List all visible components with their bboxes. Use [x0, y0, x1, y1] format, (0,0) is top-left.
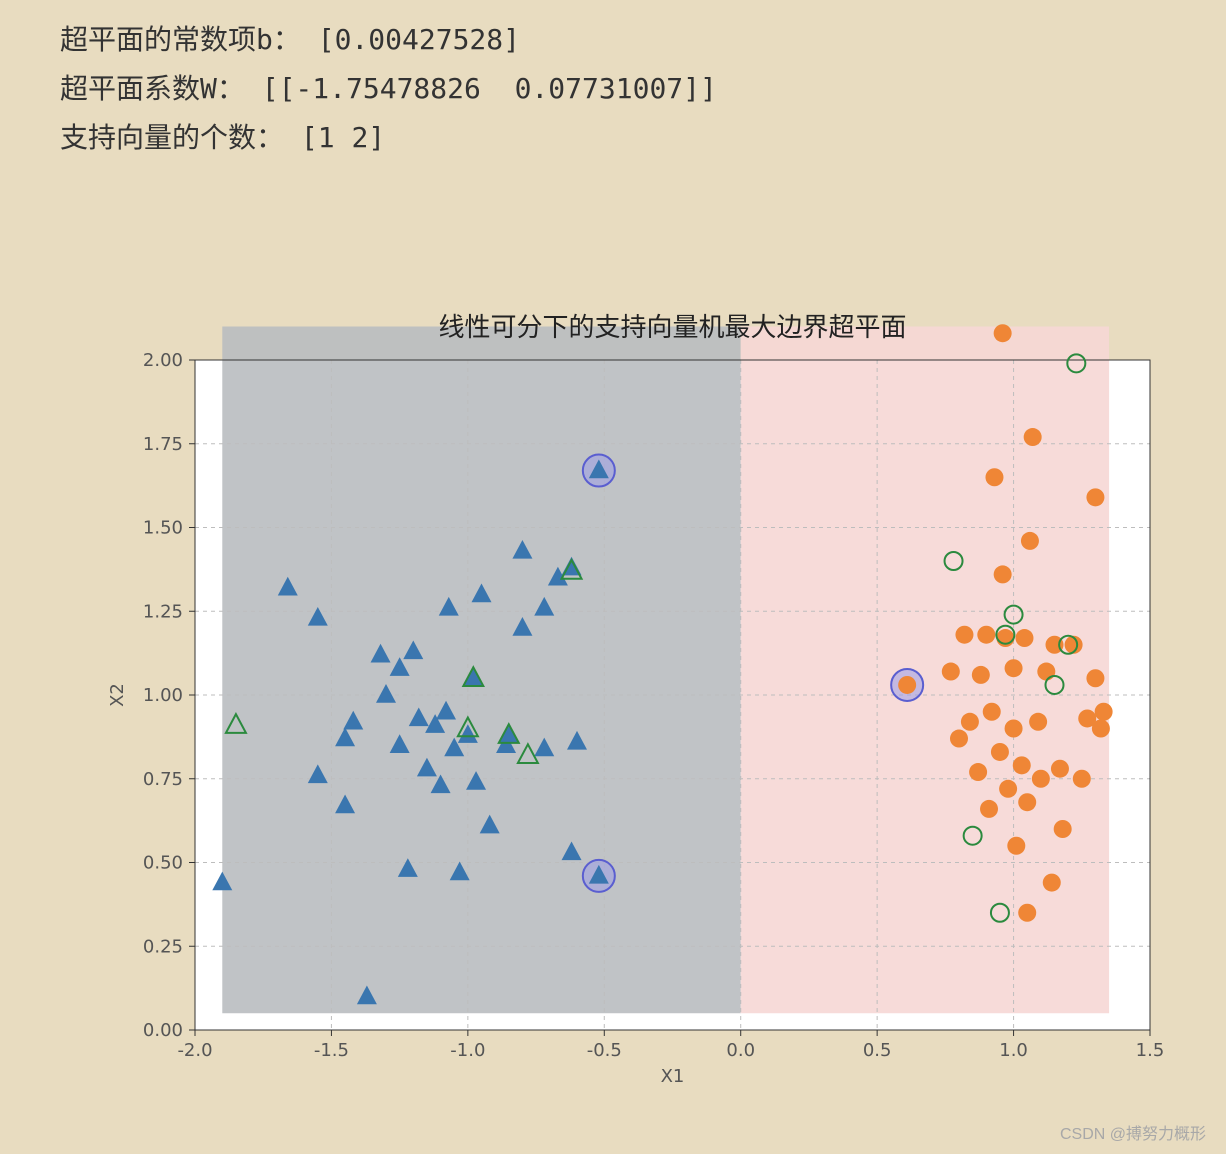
svg-text:-1.5: -1.5 [314, 1040, 349, 1061]
svg-text:0.5: 0.5 [863, 1040, 892, 1061]
svg-text:1.5: 1.5 [1136, 1040, 1165, 1061]
svg-text:1.25: 1.25 [143, 601, 183, 622]
svg-text:0.00: 0.00 [143, 1020, 183, 1041]
svg-text:0.25: 0.25 [143, 936, 183, 957]
svg-text:X2: X2 [107, 683, 128, 707]
svm-chart: -2.0 -1.5 -1.0 -0.5 0.0 0.5 1.0 1.5 0.00 0.25 0.50… [55, 280, 1185, 1110]
sv-value: [1 2] [284, 121, 385, 154]
b-value: [0.00427528] [301, 23, 520, 56]
w-label: 超平面系数W： [60, 72, 245, 105]
svg-text:-1.0: -1.0 [450, 1040, 485, 1061]
w-value: [[-1.75478826 0.07731007]] [245, 72, 717, 105]
svg-text:1.00: 1.00 [143, 685, 183, 706]
b-label: 超平面的常数项b： [60, 23, 301, 56]
svg-text:-0.5: -0.5 [587, 1040, 622, 1061]
sv-label: 支持向量的个数： [60, 121, 284, 154]
watermark: CSDN @搏努力概形 [1060, 1120, 1206, 1144]
svg-text:-2.0: -2.0 [177, 1040, 212, 1061]
svg-text:X1: X1 [661, 1066, 685, 1087]
svg-text:1.75: 1.75 [143, 434, 183, 455]
svg-text:0.75: 0.75 [143, 769, 183, 790]
svg-text:0.50: 0.50 [143, 853, 183, 874]
svg-text:线性可分下的支持向量机最大边界超平面: 线性可分下的支持向量机最大边界超平面 [438, 313, 906, 343]
svg-text:0.0: 0.0 [726, 1040, 755, 1061]
svg-text:1.50: 1.50 [143, 518, 183, 539]
svg-text:1.0: 1.0 [999, 1040, 1028, 1061]
output-text: 超平面的常数项b： [0.00427528] 超平面系数W： [[-1.7547… [0, 0, 1226, 162]
svg-text:2.00: 2.00 [143, 350, 183, 371]
